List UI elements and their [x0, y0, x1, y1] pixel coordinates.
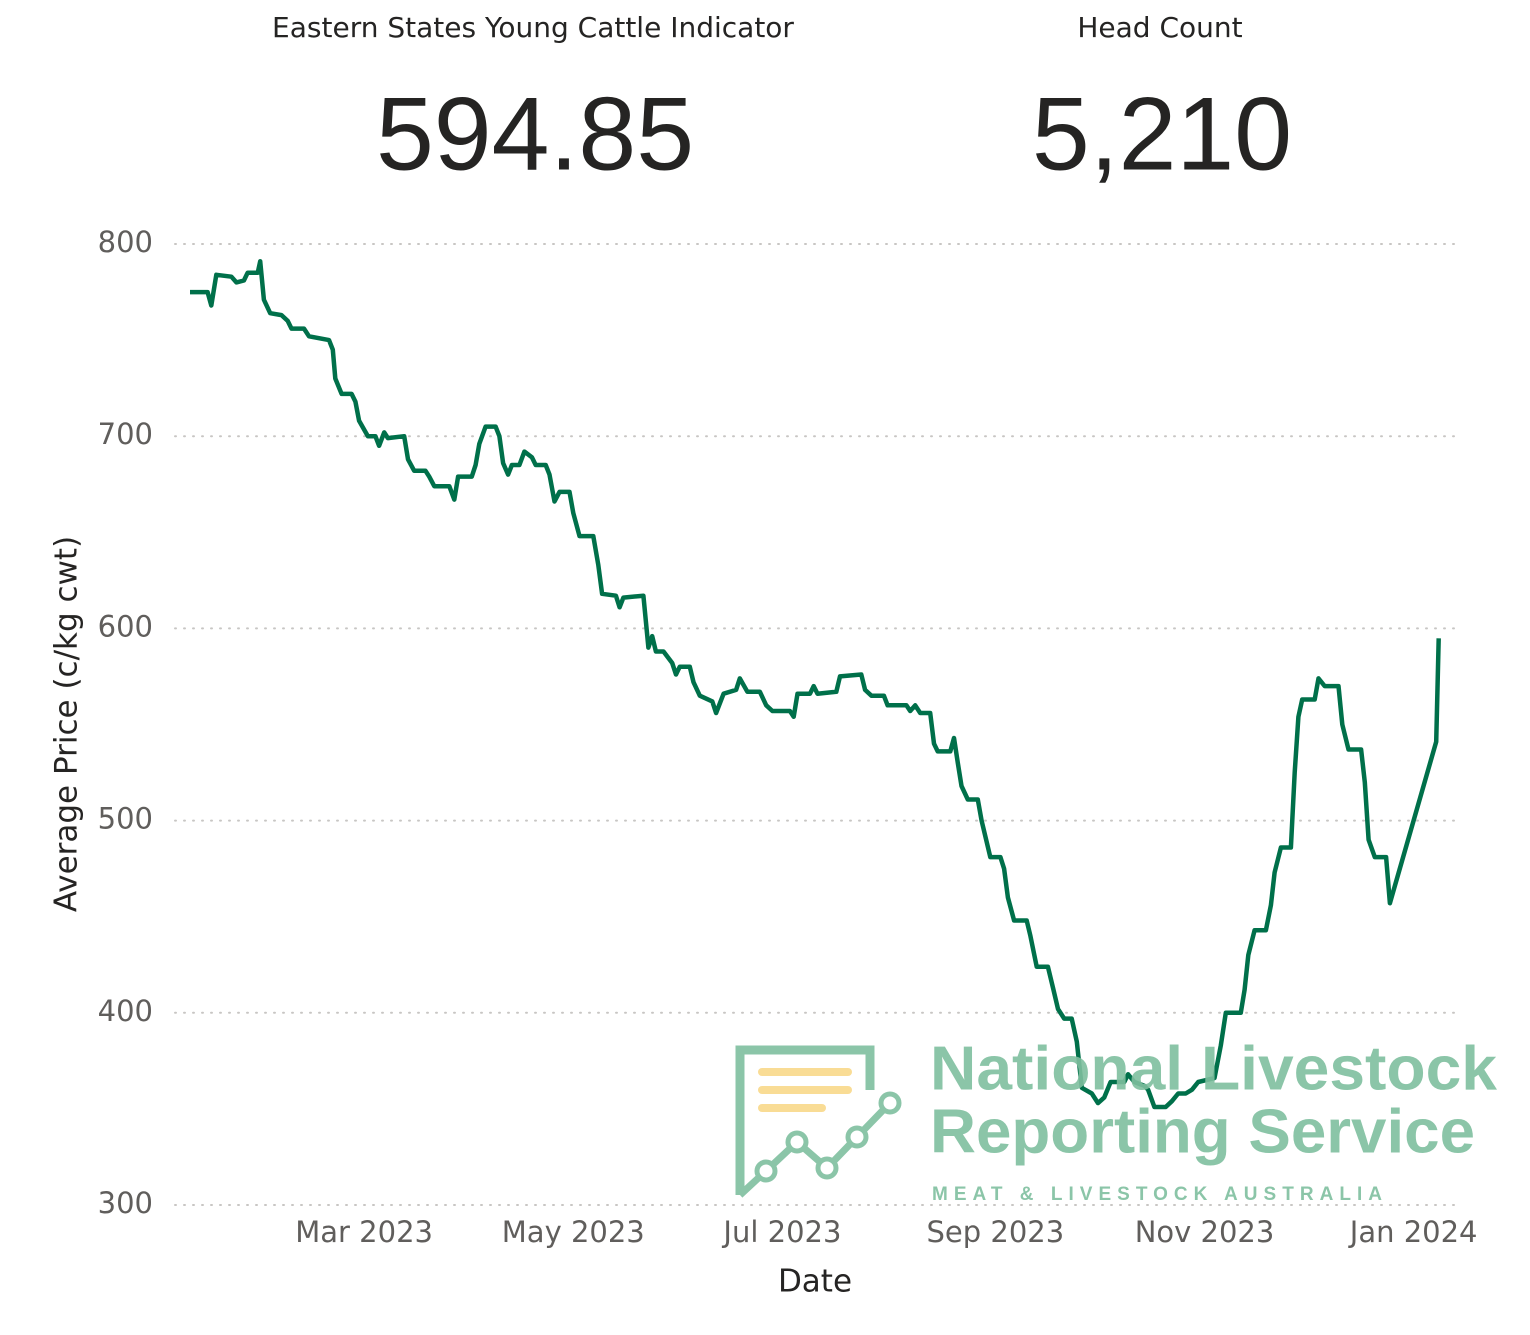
kpi-title: Head Count	[1077, 11, 1242, 44]
line-chart: 300 400 500 600 700 800 Mar 2023 May 2023 Jul 20…	[98, 225, 1478, 1249]
logo-watermark: National Livestock Reporting Service MEA…	[735, 1034, 1498, 1205]
x-tick-label: Jan 2024	[1348, 1215, 1478, 1249]
x-tick-label: May 2023	[502, 1215, 645, 1249]
y-tick-label: 600	[98, 609, 153, 643]
logo-frame	[735, 1045, 875, 1195]
logo-tagline: MEAT & LIVESTOCK AUSTRALIA	[932, 1184, 1382, 1205]
x-tick-label: Sep 2023	[927, 1215, 1065, 1249]
y-tick-label: 300	[98, 1186, 153, 1220]
x-tick-label: Mar 2023	[295, 1215, 433, 1249]
logo-dots	[754, 1091, 902, 1183]
kpi-value: 5,210	[1032, 76, 1292, 192]
y-axis-title: Average Price (c/kg cwt)	[49, 536, 85, 912]
logo-text: National Livestock	[930, 1034, 1498, 1103]
y-tick-label: 700	[98, 417, 153, 451]
x-tick-label: Jul 2023	[721, 1215, 841, 1249]
x-tick-label: Nov 2023	[1135, 1215, 1275, 1249]
kpi-title: Eastern States Young Cattle Indicator	[272, 11, 794, 44]
x-axis-title: Date	[778, 1264, 852, 1300]
kpi-value: 594.85	[376, 76, 694, 192]
y-tick-label: 500	[98, 802, 153, 836]
y-tick-label: 400	[98, 994, 153, 1028]
price-line	[190, 259, 1441, 1110]
y-tick-label: 800	[98, 225, 153, 259]
logo-text: Reporting Service	[930, 1097, 1475, 1166]
